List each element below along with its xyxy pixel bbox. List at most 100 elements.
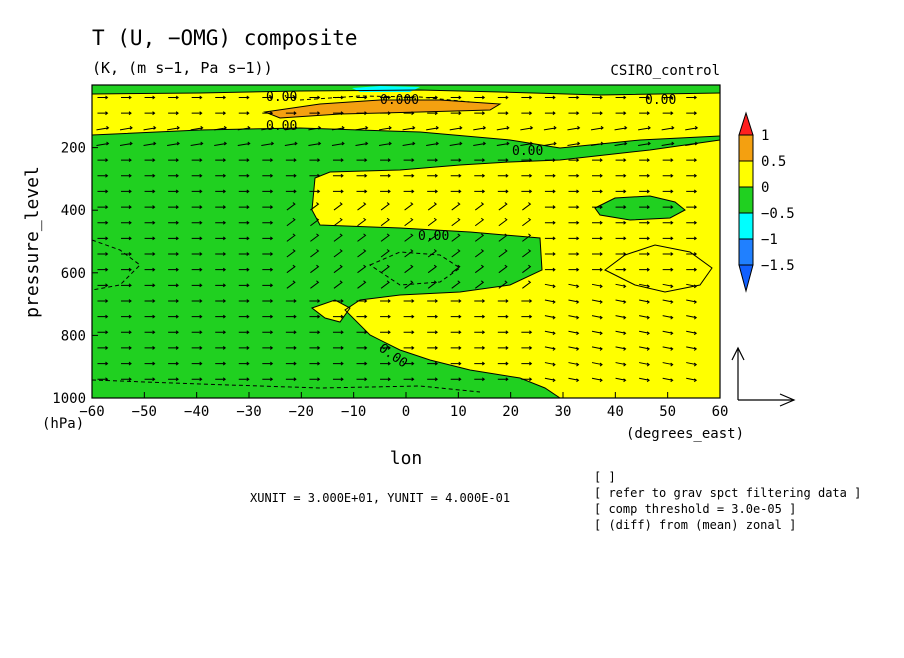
vector-arrow xyxy=(686,158,698,163)
vector-arrow xyxy=(167,141,180,146)
vector-arrow xyxy=(356,299,368,303)
vector-arrow xyxy=(144,330,156,335)
vector-arrow xyxy=(614,141,628,146)
vector-arrow xyxy=(380,233,390,242)
vector-arrow xyxy=(497,189,509,194)
vector-arrow xyxy=(238,205,250,209)
vector-arrow xyxy=(686,95,698,100)
x-axis-unit: (degrees_east) xyxy=(626,426,744,442)
vector-arrow xyxy=(427,189,439,194)
vector-arrow xyxy=(286,264,296,274)
vector-arrow xyxy=(496,141,510,146)
vector-arrow xyxy=(238,173,250,178)
vector-arrow xyxy=(427,330,439,335)
vector-arrow xyxy=(403,299,415,303)
vector-arrow xyxy=(121,299,132,303)
colorbar-label-5: −1 xyxy=(761,232,778,248)
vector-arrow xyxy=(426,125,440,131)
contour-line-blob xyxy=(594,195,686,221)
vector-arrow xyxy=(121,173,132,178)
vector-arrow xyxy=(522,233,532,242)
vector-arrow xyxy=(238,95,250,100)
vector-arrow xyxy=(262,95,274,100)
vector-arrow xyxy=(286,249,296,258)
vector-arrow xyxy=(262,267,274,272)
chart-subtitle: (K, (m s−1, Pa s−1)) xyxy=(92,59,273,77)
vector-arrow xyxy=(498,202,508,211)
vector-arrow xyxy=(121,252,132,256)
vector-arrow xyxy=(450,299,462,303)
note-line-1: [ ] xyxy=(594,470,616,484)
vector-arrow xyxy=(427,377,439,382)
vector-arrow xyxy=(332,173,344,178)
vector-arrow xyxy=(97,205,109,209)
y-tick-label: 400 xyxy=(61,203,86,219)
vector-arrow xyxy=(97,189,109,194)
vector-arrow xyxy=(215,220,227,225)
vector-arrow xyxy=(639,95,650,100)
vector-arrow xyxy=(191,173,203,178)
vector-arrow xyxy=(238,236,250,241)
vector-arrow xyxy=(521,95,533,100)
vector-arrow xyxy=(615,252,627,256)
vector-arrow xyxy=(284,125,298,131)
vector-arrow xyxy=(497,158,509,163)
vector-arrow xyxy=(333,264,343,274)
vector-arrow xyxy=(686,236,698,241)
vector-arrow xyxy=(215,95,227,100)
vector-arrow xyxy=(615,362,627,367)
vector-arrow xyxy=(568,189,580,194)
vector-arrow xyxy=(285,361,297,366)
vector-arrow xyxy=(685,125,699,131)
vector-arrow xyxy=(403,158,415,163)
vector-arrow xyxy=(403,189,415,194)
vector-arrow xyxy=(262,346,274,350)
vector-arrow xyxy=(498,280,508,289)
vector-arrow xyxy=(474,249,485,258)
vector-arrow xyxy=(639,267,650,272)
dashed-contour-bottom xyxy=(91,379,481,393)
vector-arrow xyxy=(308,125,322,131)
vector-arrow xyxy=(97,346,109,350)
vector-arrow xyxy=(521,377,533,382)
vector-arrow xyxy=(615,158,627,163)
vector-arrow xyxy=(168,283,179,288)
vector-arrow xyxy=(380,173,391,178)
vector-arrow xyxy=(238,346,250,350)
vector-arrow xyxy=(592,205,603,209)
vector-arrow xyxy=(615,95,627,100)
vector-arrow xyxy=(402,125,416,131)
vector-arrow xyxy=(639,346,650,351)
vector-arrow xyxy=(403,377,415,382)
vector-arrow xyxy=(450,346,462,350)
note-line-3: [ comp threshold = 3.0e-05 ] xyxy=(594,502,796,516)
vector-arrow xyxy=(97,314,109,319)
vector-arrow xyxy=(686,267,698,272)
dataset-label: CSIRO_control xyxy=(610,63,720,79)
vector-arrow xyxy=(474,233,485,242)
vector-arrow xyxy=(191,205,203,209)
vector-arrow xyxy=(686,189,698,194)
vector-arrow xyxy=(238,158,250,163)
vector-arrow xyxy=(568,95,580,100)
x-tick-label: 60 xyxy=(712,404,729,420)
x-tick-label: −40 xyxy=(184,404,209,420)
vector-arrow xyxy=(97,361,109,366)
vector-arrow xyxy=(591,315,603,320)
vector-arrow xyxy=(357,280,367,289)
vector-arrow xyxy=(144,205,156,209)
vector-arrow xyxy=(168,330,179,335)
vector-arrow xyxy=(168,205,179,209)
vector-arrow xyxy=(662,377,674,383)
vector-arrow xyxy=(332,361,344,366)
vector-arrow xyxy=(191,111,203,116)
vector-arrow xyxy=(592,236,603,241)
vector-arrow xyxy=(215,173,227,178)
vector-arrow xyxy=(544,236,556,241)
vector-arrow xyxy=(403,111,415,116)
vector-arrow xyxy=(568,111,580,116)
vector-arrow xyxy=(568,362,580,367)
vector-arrow xyxy=(662,236,674,241)
vector-arrow xyxy=(427,361,439,366)
